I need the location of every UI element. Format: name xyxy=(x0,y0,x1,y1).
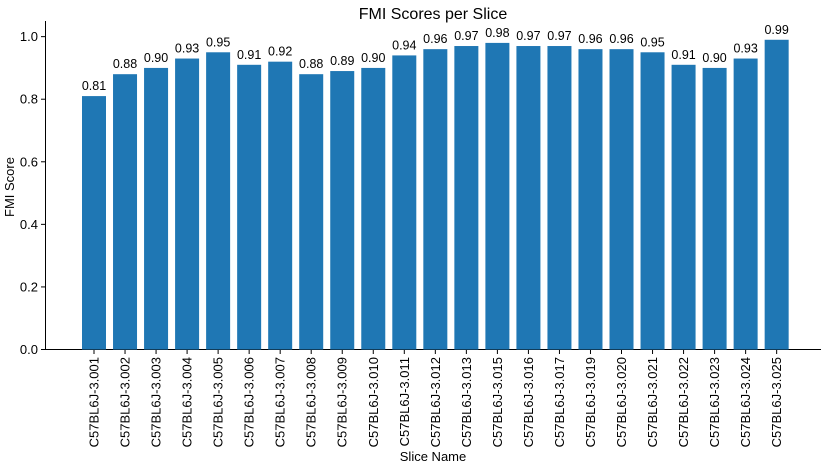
bar xyxy=(764,39,789,350)
bar xyxy=(485,42,510,350)
bar-value-label: 0.97 xyxy=(547,29,571,43)
bar-value-label: 0.92 xyxy=(268,45,292,59)
bar-value-label: 0.89 xyxy=(330,54,354,68)
bar-value-label: 0.94 xyxy=(392,38,416,52)
bar-value-label: 0.98 xyxy=(485,26,509,40)
bar xyxy=(361,67,386,350)
x-tick-label: C57BL6J-3.013 xyxy=(459,357,474,447)
x-tick-label: C57BL6J-3.022 xyxy=(676,357,691,447)
y-tick-label: 0.0 xyxy=(20,342,38,357)
bar xyxy=(392,55,417,350)
x-tick-label: C57BL6J-3.003 xyxy=(149,357,164,447)
bar-value-label: 0.95 xyxy=(206,35,230,49)
bar-value-label: 0.91 xyxy=(237,48,261,62)
bar xyxy=(609,49,634,350)
bar-value-label: 0.96 xyxy=(578,32,602,46)
x-tick-label: C57BL6J-3.006 xyxy=(242,357,257,447)
x-axis-label: Slice Name xyxy=(400,449,466,464)
y-tick-label: 0.8 xyxy=(20,92,38,107)
x-tick-label: C57BL6J-3.005 xyxy=(211,357,226,447)
x-tick-label: C57BL6J-3.019 xyxy=(583,357,598,447)
bar-value-label: 0.96 xyxy=(609,32,633,46)
x-tick-label: C57BL6J-3.002 xyxy=(118,357,133,447)
bar-value-label: 0.90 xyxy=(144,51,168,65)
y-tick-label: 0.2 xyxy=(20,279,38,294)
bar-value-label: 0.99 xyxy=(764,23,788,37)
x-tick-label: C57BL6J-3.024 xyxy=(738,357,753,447)
y-ticks: 0.0 0.2 0.4 0.6 0.8 1.0 xyxy=(20,29,45,357)
bar xyxy=(82,96,106,350)
x-ticks: C57BL6J-3.001 C57BL6J-3.002 C57BL6J-3.003 C… xyxy=(87,350,784,447)
bar-value-label: 0.93 xyxy=(175,42,199,56)
x-tick-label: C57BL6J-3.009 xyxy=(335,357,350,447)
y-axis-label: FMI Score xyxy=(2,157,17,217)
bar xyxy=(423,49,448,350)
chart-title: FMI Scores per Slice xyxy=(359,6,508,23)
bar xyxy=(206,52,231,350)
bar xyxy=(330,71,355,350)
x-tick-label: C57BL6J-3.004 xyxy=(180,357,195,447)
x-tick-label: C57BL6J-3.023 xyxy=(707,357,722,447)
x-tick-label: C57BL6J-3.015 xyxy=(490,357,505,447)
bar xyxy=(733,58,758,350)
x-tick-label: C57BL6J-3.008 xyxy=(304,357,319,447)
y-tick-label: 0.4 xyxy=(20,217,38,232)
x-tick-label: C57BL6J-3.016 xyxy=(521,357,536,447)
x-tick-label: C57BL6J-3.011 xyxy=(397,357,412,446)
bar xyxy=(516,46,541,350)
bar-value-label: 0.88 xyxy=(113,57,137,71)
bar-value-label: 0.96 xyxy=(423,32,447,46)
bar xyxy=(144,67,169,350)
bar-value-label: 0.81 xyxy=(82,79,106,93)
y-tick-label: 1.0 xyxy=(20,29,38,44)
bars: 0.81 0.88 0.90 0.93 0.95 0.91 0.92 0.88 0.89 0.90… xyxy=(82,23,789,350)
bar xyxy=(175,58,200,350)
bar xyxy=(113,74,138,350)
bar xyxy=(640,52,665,350)
bar xyxy=(268,61,293,350)
bar-value-label: 0.97 xyxy=(454,29,478,43)
bar xyxy=(237,64,262,350)
bar xyxy=(702,67,727,350)
bar-value-label: 0.97 xyxy=(516,29,540,43)
bar-value-label: 0.88 xyxy=(299,57,323,71)
y-tick-label: 0.6 xyxy=(20,154,38,169)
bar xyxy=(578,49,603,350)
x-tick-label: C57BL6J-3.025 xyxy=(769,357,784,447)
bar xyxy=(547,46,572,350)
bar-value-label: 0.95 xyxy=(640,35,664,49)
bar xyxy=(299,74,324,350)
x-tick-label: C57BL6J-3.021 xyxy=(645,357,660,447)
x-tick-label: C57BL6J-3.001 xyxy=(87,357,102,447)
bar-value-label: 0.91 xyxy=(671,48,695,62)
x-tick-label: C57BL6J-3.012 xyxy=(428,357,443,447)
bar-value-label: 0.93 xyxy=(733,42,757,56)
bar-value-label: 0.90 xyxy=(702,51,726,65)
x-tick-label: C57BL6J-3.020 xyxy=(614,357,629,447)
x-tick-label: C57BL6J-3.010 xyxy=(366,357,381,447)
x-tick-label: C57BL6J-3.017 xyxy=(552,357,567,447)
bar xyxy=(454,46,479,350)
bar-value-label: 0.90 xyxy=(361,51,385,65)
x-tick-label: C57BL6J-3.007 xyxy=(273,357,288,447)
bar xyxy=(671,64,696,350)
